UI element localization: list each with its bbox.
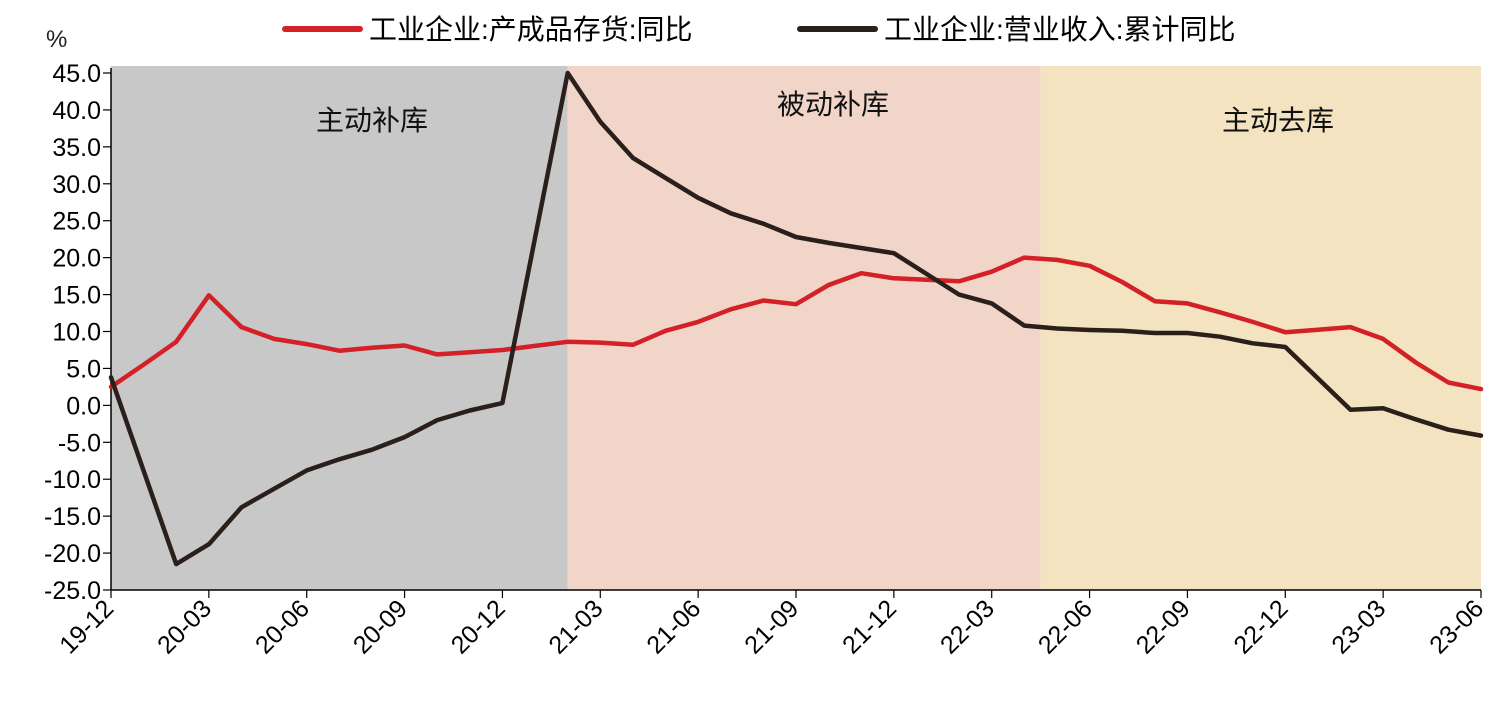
- y-tick-label: -15.0: [44, 503, 101, 531]
- y-tick-label: 45.0: [52, 60, 101, 88]
- y-tick-label: -5.0: [58, 429, 101, 457]
- region-band: [1040, 66, 1481, 590]
- region-label: 被动补库: [777, 89, 889, 120]
- y-tick-label: 25.0: [52, 208, 101, 236]
- y-tick-label: 20.0: [52, 245, 101, 273]
- y-tick-label: 30.0: [52, 171, 101, 199]
- y-axis-unit: %: [46, 26, 67, 53]
- region-label: 主动去库: [1222, 105, 1334, 136]
- legend: 工业企业:产成品存货:同比 工业企业:营业收入:累计同比: [282, 14, 1236, 45]
- y-tick-label: -25.0: [44, 577, 101, 605]
- y-tick-label: 40.0: [52, 97, 101, 125]
- series-line-revenue: [108, 70, 1484, 567]
- legend-label: 工业企业:产成品存货:同比: [369, 14, 693, 45]
- y-tick-label: 5.0: [66, 355, 101, 383]
- region-band: [111, 66, 568, 590]
- y-tick-label: 15.0: [52, 282, 101, 310]
- y-tick-label: -20.0: [44, 540, 101, 568]
- y-tick-label: -10.0: [44, 466, 101, 494]
- series-line-inventory: [108, 255, 1484, 392]
- region-band: [567, 66, 1041, 590]
- series-layer: [108, 70, 1484, 567]
- legend-label: 工业企业:营业收入:累计同比: [884, 14, 1236, 45]
- y-tick-label: 10.0: [52, 319, 101, 347]
- region-label: 主动补库: [316, 105, 428, 136]
- y-tick-label: 35.0: [52, 134, 101, 162]
- y-tick-label: 0.0: [66, 392, 101, 420]
